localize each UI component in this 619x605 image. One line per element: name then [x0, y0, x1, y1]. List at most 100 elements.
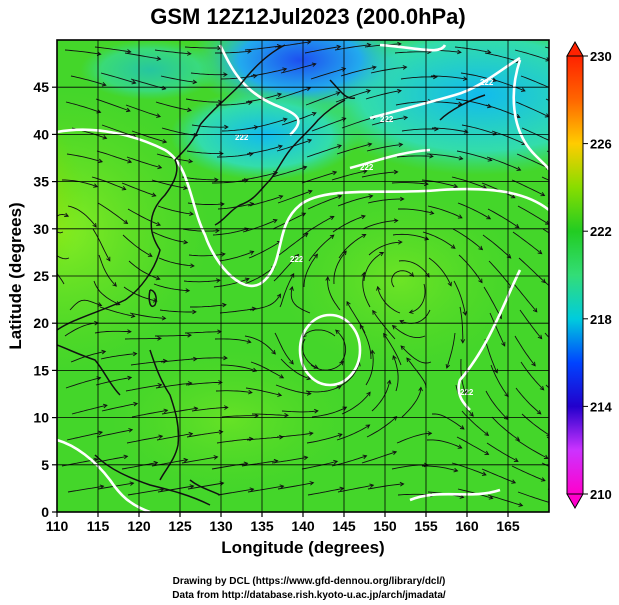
streamline-arrow — [93, 457, 99, 463]
y-tick-label: 20 — [33, 315, 49, 331]
streamline — [218, 251, 254, 262]
streamline — [457, 202, 491, 220]
y-tick-label: 40 — [33, 126, 49, 142]
streamline-arrow — [303, 455, 309, 461]
streamline — [69, 299, 102, 311]
streamline — [126, 435, 163, 444]
streamline-arrow — [539, 385, 545, 391]
streamline-arrow — [366, 391, 371, 397]
streamline — [155, 382, 192, 389]
streamline — [101, 403, 138, 412]
streamline-arrow — [457, 444, 463, 449]
streamline-arrow — [252, 367, 258, 373]
temperature-field: 222 222 222 222 222 222 — [57, 40, 549, 512]
streamline-arrow — [537, 334, 543, 340]
streamline — [101, 124, 137, 138]
streamline — [154, 49, 191, 55]
cool-region-japan — [170, 90, 360, 180]
streamline-arrow — [220, 252, 226, 257]
streamline-arrow — [157, 164, 163, 170]
streamline — [486, 156, 521, 171]
streamline — [520, 361, 545, 391]
streamline — [431, 127, 468, 133]
streamline-arrow — [314, 408, 319, 414]
streamline — [212, 228, 249, 236]
streamline — [100, 353, 137, 360]
streamline — [453, 280, 466, 316]
streamline — [220, 364, 257, 372]
streamline-arrow — [151, 192, 157, 197]
streamline-arrow — [462, 390, 468, 396]
streamline — [303, 254, 318, 288]
streamline-arrow — [450, 244, 456, 249]
streamline-arrow — [282, 67, 288, 72]
streamline-arrow — [361, 271, 366, 277]
streamline — [383, 333, 402, 366]
streamline-arrow — [336, 44, 342, 50]
streamline — [452, 228, 483, 250]
streamline — [158, 257, 194, 267]
cool-region-north — [80, 40, 220, 100]
streamline — [242, 219, 278, 233]
streamline-arrow — [520, 87, 526, 92]
x-axis: 110 115 120 125 130 135 140 145 150 155 160 165 — [46, 512, 520, 534]
streamline-arrow — [214, 177, 219, 183]
asia-coastline-north — [199, 44, 286, 126]
streamline — [216, 438, 253, 444]
x-tick-label: 110 — [46, 518, 69, 534]
streamline-arrow — [157, 382, 163, 388]
streamline-arrow — [93, 183, 99, 188]
streamline-arrow — [183, 457, 189, 463]
streamline — [514, 335, 536, 367]
streamline — [96, 150, 132, 163]
streamline-arrow — [337, 144, 342, 149]
contour-label: 222 — [235, 133, 249, 142]
streamline-arrow — [379, 252, 385, 257]
streamline-arrow — [392, 450, 398, 456]
streamline-arrow — [481, 471, 487, 476]
x-tick-label: 160 — [455, 518, 479, 534]
streamline-arrow — [429, 210, 435, 215]
streamline — [484, 338, 498, 373]
streamline-arrow — [515, 113, 521, 119]
tropical-band — [110, 350, 350, 490]
streamline — [399, 309, 431, 324]
streamline-arrow — [126, 49, 132, 54]
streamline — [305, 385, 342, 393]
streamline — [66, 153, 103, 163]
streamline — [70, 350, 106, 363]
streamline — [336, 143, 372, 155]
streamline-arrow — [279, 484, 285, 489]
streamline — [129, 312, 166, 319]
streamlines — [57, 40, 549, 507]
japan-coastline — [214, 149, 291, 226]
contour-label: 222 — [480, 78, 494, 87]
streamline — [331, 170, 367, 181]
streamline-arrow — [501, 341, 506, 347]
streamline — [541, 176, 549, 181]
streamline — [124, 337, 162, 340]
streamline — [94, 330, 131, 334]
x-tick-label: 120 — [127, 518, 151, 534]
streamline-arrow — [418, 386, 423, 392]
streamline — [367, 198, 404, 204]
streamline — [277, 190, 313, 204]
streamline-arrow — [511, 479, 517, 484]
colorbar-tick-label: 226 — [590, 137, 612, 152]
streamline-arrow — [147, 252, 153, 257]
streamline — [491, 416, 520, 441]
streamline-arrow — [218, 380, 223, 385]
streamline-arrow — [188, 158, 194, 164]
streamline — [368, 241, 402, 256]
streamline — [244, 45, 281, 51]
streamline-arrow — [393, 169, 399, 175]
streamline-arrow — [279, 374, 285, 379]
streamline-arrow — [224, 124, 229, 130]
streamline — [455, 98, 492, 108]
philippines-coastline — [149, 349, 180, 481]
streamline — [131, 130, 167, 143]
streamline — [246, 145, 283, 155]
streamline-arrow — [156, 113, 161, 118]
streamline-arrow — [248, 436, 254, 442]
streamline-arrow — [290, 272, 295, 278]
